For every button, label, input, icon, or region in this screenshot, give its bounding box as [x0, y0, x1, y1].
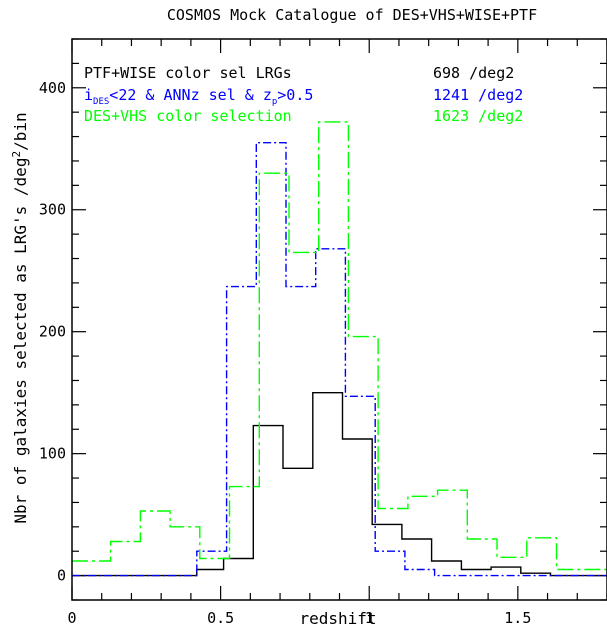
series-des-annz	[72, 142, 607, 577]
legend-label-des-annz-sub-des: DES	[93, 97, 109, 107]
chart-title: COSMOS Mock Catalogue of DES+VHS+WISE+PT…	[167, 6, 537, 24]
axis-tick-labels: 0 0.5 1 1.5 0 100 200 300 400	[39, 79, 531, 627]
legend-density-des-vhs: 1623 /deg2	[433, 107, 523, 125]
legend-label-des-annz: iDES<22 & ANNz sel & zp>0.5	[84, 86, 313, 107]
plot-frame	[71, 38, 607, 601]
svg-text:Nbr of galaxies selected as LR: Nbr of galaxies selected as LRG's /deg2/…	[10, 112, 30, 523]
legend-density-ptf-wise: 698 /deg2	[433, 64, 514, 82]
legend-label-des-annz-sub-p: p	[272, 97, 277, 107]
x-tick-label: 0	[67, 609, 76, 627]
y-tick-label: 200	[39, 323, 66, 341]
series-des-vhs	[72, 121, 607, 572]
x-tick-label: 0.5	[207, 609, 234, 627]
legend: PTF+WISE color sel LRGs 698 /deg2 iDES<2…	[84, 64, 523, 125]
y-axis-label-suffix: /bin	[11, 112, 30, 151]
legend-label-ptf-wise: PTF+WISE color sel LRGs	[84, 64, 292, 82]
y-axis-label-text: Nbr of galaxies selected as LRG's /deg	[11, 158, 30, 524]
y-axis-label-superscript: 2	[10, 151, 23, 158]
y-tick-label: 400	[39, 79, 66, 97]
x-tick-label: 1.5	[504, 609, 531, 627]
series-group	[72, 121, 607, 577]
legend-label-des-vhs: DES+VHS color selection	[84, 107, 292, 125]
legend-label-des-annz-middle: <22 & ANNz sel & z	[109, 86, 272, 104]
y-tick-label: 0	[57, 567, 66, 585]
x-tick-label: 1	[365, 609, 374, 627]
x-axis-label: redshift	[299, 609, 376, 628]
y-tick-label: 100	[39, 445, 66, 463]
y-tick-label: 300	[39, 201, 66, 219]
legend-label-des-annz-end: >0.5	[277, 86, 313, 104]
y-axis-label: Nbr of galaxies selected as LRG's /deg2/…	[10, 112, 30, 523]
legend-density-des-annz: 1241 /deg2	[433, 86, 523, 104]
legend-label-des-annz-i: i	[84, 86, 93, 104]
series-ptf-wise	[72, 392, 607, 577]
